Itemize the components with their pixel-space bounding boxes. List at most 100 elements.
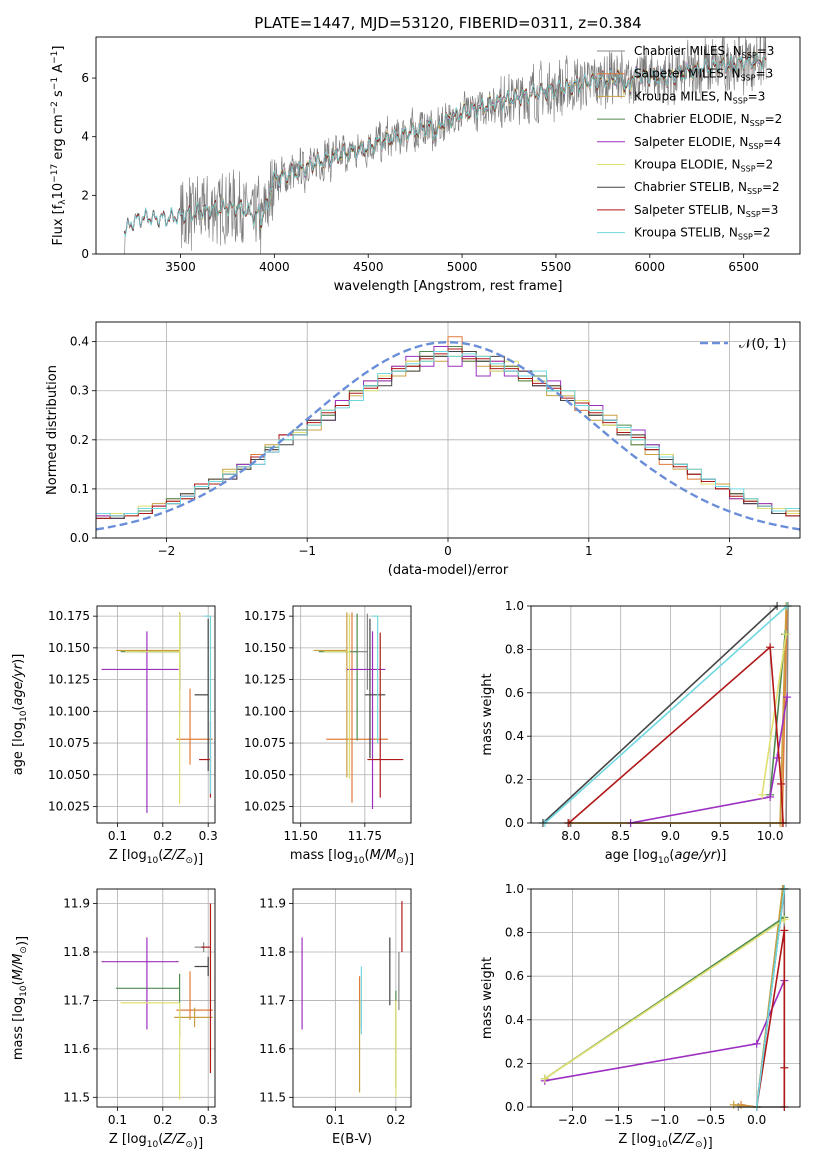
plots-container: 3500 4000 4500 5000 5500 6000 6500 0 2 4 6 Chabrier… [11, 36, 801, 1151]
legend-subscript: SSP [746, 210, 761, 219]
x-axis-label: Z [log10(Z/Z⊙)] [618, 1132, 712, 1151]
label-part: )] [716, 848, 726, 863]
label-part: 10 [656, 1140, 668, 1150]
y-tick-label: 10.175 [244, 609, 286, 623]
label-part: Z [log [109, 848, 147, 863]
x-tick-label: 10.0 [757, 829, 784, 843]
y-axis-label: mass weight [480, 957, 495, 1039]
x-tick-label: 9.0 [661, 829, 680, 843]
axes-frame [96, 888, 216, 1108]
label-part: Z/Z [162, 1132, 186, 1147]
label-part: ( [11, 980, 26, 985]
legend-label: 𝒩(0, 1) [739, 337, 786, 352]
legend-count: =2 [762, 180, 780, 194]
legend-count: =2 [756, 158, 774, 172]
label-part: M/M [370, 848, 397, 863]
x-axis-label: age [log10(age/yr)] [605, 848, 727, 866]
label-part: −1 [50, 51, 60, 64]
x-axis-label: Z [log10(Z/Z⊙)] [109, 848, 203, 867]
label-part: A [51, 64, 66, 77]
label-part: age [log [605, 848, 658, 863]
label-part: ⊙ [695, 1140, 703, 1150]
y-tick-label: 11.7 [63, 993, 90, 1007]
y-tick-label: 10.075 [244, 736, 286, 750]
axes-frame [96, 605, 216, 824]
y-tick-label: 0.1 [70, 482, 89, 496]
x-tick-label: 3500 [165, 260, 196, 274]
weight-line-salpeter-stelib [568, 645, 784, 824]
x-tick-label: 0.2 [153, 1113, 172, 1127]
legend-count: =2 [753, 226, 771, 240]
y-tick-label: 0.6 [505, 969, 524, 983]
label-part: )] [193, 1136, 203, 1151]
y-tick-label: 11.5 [259, 1090, 286, 1104]
axes-mass-vs-Z: 0.1 0.2 0.311.511.611.711.811.9Z [log10(Z/… [11, 888, 218, 1151]
x-tick-label: 8.5 [611, 829, 630, 843]
x-axis-label: wavelength [Angstrom, rest frame] [334, 279, 563, 294]
weight-line-kroupa-elodie [761, 634, 787, 795]
weight-line-salpeter-stelib [755, 930, 786, 1108]
y-axis-label: mass weight [480, 673, 495, 755]
label-part: )] [404, 852, 414, 867]
histogram-step-kroupa-stelib [95, 351, 800, 538]
label-part: )] [193, 852, 203, 867]
label-part: )] [11, 654, 26, 664]
label-part: ⊙ [185, 856, 193, 866]
label-part: 10 [147, 1140, 159, 1150]
y-tick-label: 4 [81, 130, 89, 144]
y-tick-label: 2 [81, 188, 89, 202]
y-tick-label: 0.6 [505, 686, 524, 700]
errorbars [101, 903, 213, 1100]
label-part: ( [11, 706, 26, 711]
figure-title: PLATE=1447, MJD=53120, FIBERID=0311, z=0… [254, 14, 641, 32]
y-tick-label: 10.150 [48, 641, 90, 655]
legend-label: Chabrier STELIB, NSSP=2 [634, 180, 780, 196]
x-tick-label: −0.5 [696, 1113, 725, 1127]
y-tick-label: 0.2 [505, 1056, 524, 1070]
axes-mass-vs-EBV: 0.1 0.2 11.5 11.6 11.7 11.8 11.9 E(B-V) [259, 888, 412, 1147]
x-tick-label: −1 [298, 544, 316, 558]
legend-label: Kroupa ELODIE, NSSP=2 [634, 158, 773, 174]
legend-count: =3 [757, 44, 775, 58]
y-tick-label: 10.075 [48, 736, 90, 750]
label-part: ( [668, 1132, 673, 1147]
label-part: Flux [f [51, 204, 66, 245]
x-tick-label: 11.75 [348, 829, 382, 843]
label-part: −17 [50, 164, 60, 183]
legend-label: Salpeter MILES, NSSP=3 [634, 67, 773, 83]
weight-line-kroupa-stelib [544, 605, 788, 824]
label-part: 10 [19, 710, 29, 722]
x-tick-label: 0.3 [199, 1113, 218, 1127]
y-tick-label: 0.8 [505, 926, 524, 940]
x-tick-label: 0.3 [199, 829, 218, 843]
legend-subscript: SSP [741, 74, 756, 83]
label-part: ⊙ [185, 1140, 193, 1150]
x-tick-label: −2.0 [558, 1113, 587, 1127]
axes-massweight-vs-age: 8.0 8.5 9.0 9.5 10.0 0.0 0.2 0.4 0.6 0.8 1.0 age [l… [480, 599, 801, 866]
grid [97, 889, 215, 1107]
y-tick-label: 11.9 [63, 897, 90, 911]
label-part: 10 [147, 856, 159, 866]
label-part: s [51, 90, 66, 101]
y-axis-label: Flux [fλ10−17 erg cm−2 s−1 A−1] [50, 46, 68, 246]
label-part: 10 [658, 856, 670, 866]
y-tick-label: 0.8 [505, 642, 524, 656]
label-part: 10 [19, 985, 29, 997]
y-tick-label: 11.5 [63, 1090, 90, 1104]
y-tick-label: 1.0 [505, 599, 524, 613]
weight-line-kroupa-elodie [544, 918, 785, 1080]
errorbars [301, 901, 403, 1098]
x-tick-label: 0.2 [153, 829, 172, 843]
legend-count: =4 [763, 135, 781, 149]
legend-subscript: SSP [748, 142, 763, 151]
x-tick-label: 2 [726, 544, 734, 558]
y-tick-label: 0 [81, 247, 89, 261]
legend-count: =3 [748, 89, 766, 103]
x-tick-label: 9.5 [711, 829, 730, 843]
y-tick-label: 11.6 [259, 1042, 286, 1056]
y-tick-label: 11.9 [259, 897, 286, 911]
axes-age-vs-Z: 0.1 0.2 0.3 10.025 10.050 10.075 10.100 10.125 1… [11, 605, 218, 867]
label-part: Z [log [109, 1132, 147, 1147]
axes-frame [95, 36, 801, 255]
